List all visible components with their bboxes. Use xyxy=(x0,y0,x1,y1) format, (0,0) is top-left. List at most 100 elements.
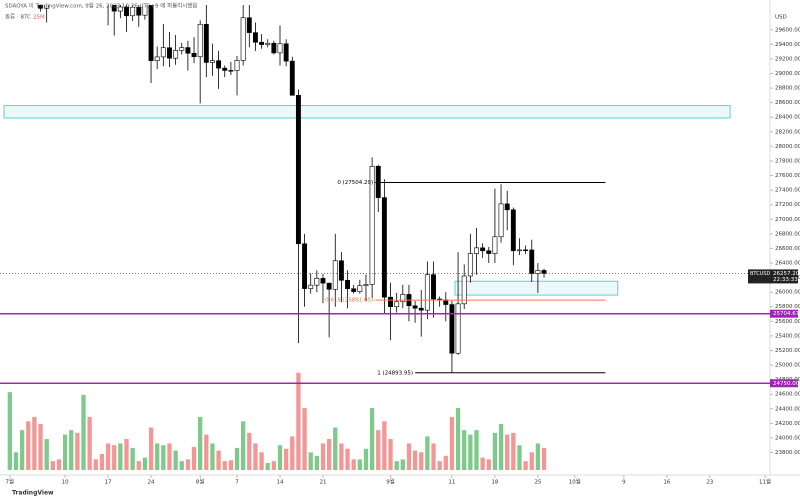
candle-body xyxy=(529,249,535,274)
volume-bar xyxy=(118,443,123,470)
volume-bar xyxy=(32,416,37,470)
candle-body xyxy=(486,250,492,254)
volume-bar xyxy=(541,447,547,470)
candle-body xyxy=(259,41,265,45)
volume-bar xyxy=(492,432,498,470)
y-tick-label: 28000.00 xyxy=(775,144,800,150)
candle-body xyxy=(295,95,301,245)
volume-bar xyxy=(394,461,399,470)
candle-body xyxy=(240,17,246,61)
candle-body xyxy=(375,165,381,198)
volume-bar xyxy=(7,392,12,470)
candle-body xyxy=(345,279,350,290)
y-tick-label: 25000.00 xyxy=(775,363,800,369)
candle-body xyxy=(124,6,129,17)
volume-bar xyxy=(19,430,25,470)
candle-body xyxy=(111,5,117,12)
x-tick-label: 21 xyxy=(319,480,326,486)
last-price-label: 26257.20 xyxy=(773,271,800,277)
volume-bar xyxy=(204,434,209,470)
y-tick-label: 26600.00 xyxy=(775,246,800,252)
candle-body xyxy=(474,247,479,254)
volume-bar xyxy=(62,434,68,470)
y-tick-label: 24400.00 xyxy=(775,406,800,412)
candle-body xyxy=(467,253,473,277)
volume-bar xyxy=(357,459,362,470)
volume-bar xyxy=(234,447,240,470)
x-tick-label: 9월 xyxy=(386,478,395,486)
volume-bar xyxy=(351,459,356,470)
candle-body xyxy=(252,32,258,43)
y-tick-label: 28800.00 xyxy=(775,86,800,92)
volume-bar xyxy=(320,443,326,470)
volume-bar xyxy=(326,439,332,470)
volume-bar xyxy=(406,443,412,470)
volume-bar xyxy=(210,443,215,470)
y-tick-label: 23800.00 xyxy=(775,450,800,456)
symbol-badge: 25M xyxy=(33,15,45,21)
y-tick-label: 26000.00 xyxy=(775,290,800,296)
candle-body xyxy=(338,260,344,281)
y-tick-label: 27000.00 xyxy=(775,217,800,223)
y-tick-label: 29200.00 xyxy=(775,56,800,62)
volume-bar xyxy=(69,430,74,470)
candle-body xyxy=(388,296,393,308)
candle-body xyxy=(216,60,222,69)
x-tick-label: 11월 xyxy=(759,478,771,486)
volume-bar xyxy=(535,443,541,470)
candle-body xyxy=(461,275,467,305)
volume-bar xyxy=(369,408,375,470)
volume-bar xyxy=(455,408,461,470)
volume-bar xyxy=(93,459,98,470)
volume-bar xyxy=(105,443,111,470)
volume-bar xyxy=(26,421,31,470)
y-tick-label: 28600.00 xyxy=(775,100,800,106)
volume-bar xyxy=(247,432,252,470)
y-tick-label: 28200.00 xyxy=(775,129,800,135)
volume-bar xyxy=(87,416,92,470)
volume-bar xyxy=(449,416,455,470)
y-tick-label: 24200.00 xyxy=(775,421,800,427)
candle-body xyxy=(326,282,332,290)
volume-bar xyxy=(333,427,338,470)
x-tick-label: 10월 xyxy=(569,478,581,486)
last-price-tag xyxy=(748,269,798,284)
volume-bar xyxy=(265,462,270,470)
candle-body xyxy=(381,197,387,298)
candle-body xyxy=(314,278,320,286)
fib-label: 1 (24893.95) xyxy=(377,370,413,376)
candle-body xyxy=(541,270,547,274)
fib-label: 0.618 (25891.05) xyxy=(325,298,373,304)
volume-bar xyxy=(480,457,485,470)
candle-body xyxy=(320,278,326,284)
candle-body xyxy=(203,24,209,63)
volume-bar xyxy=(419,452,424,470)
plot: 0 (27504.20) 0.618 (25891.05) 1 (24893.95) xyxy=(3,5,731,470)
volume-bar xyxy=(517,445,522,470)
volume-bar xyxy=(198,416,203,470)
candle-body xyxy=(302,243,308,289)
volume-bar xyxy=(99,454,105,470)
y-tick-label: 25800.00 xyxy=(775,304,800,310)
volume-bar xyxy=(425,436,430,470)
y-tick-label: 26400.00 xyxy=(775,261,800,267)
volume-bar xyxy=(382,421,387,470)
y-tick-label: 24000.00 xyxy=(775,435,800,441)
volume-bar xyxy=(308,452,313,470)
candle-body xyxy=(523,249,529,251)
volume-bar xyxy=(277,445,283,470)
volume-bar xyxy=(283,448,289,470)
symbol: 동류 · BTC xyxy=(5,14,31,21)
level-tag xyxy=(770,309,798,318)
volume-bar xyxy=(314,455,319,470)
volume-bar xyxy=(44,439,49,470)
volume-bar xyxy=(161,445,166,470)
volume-bar xyxy=(523,461,528,470)
volume-bar xyxy=(376,430,381,470)
y-tick-label: 28400.00 xyxy=(775,115,800,121)
volume-bar xyxy=(155,443,160,470)
candle-body xyxy=(234,60,240,71)
volume-bar xyxy=(216,450,221,470)
candle-body xyxy=(492,236,498,254)
x-tick-label: 18 xyxy=(491,480,498,486)
